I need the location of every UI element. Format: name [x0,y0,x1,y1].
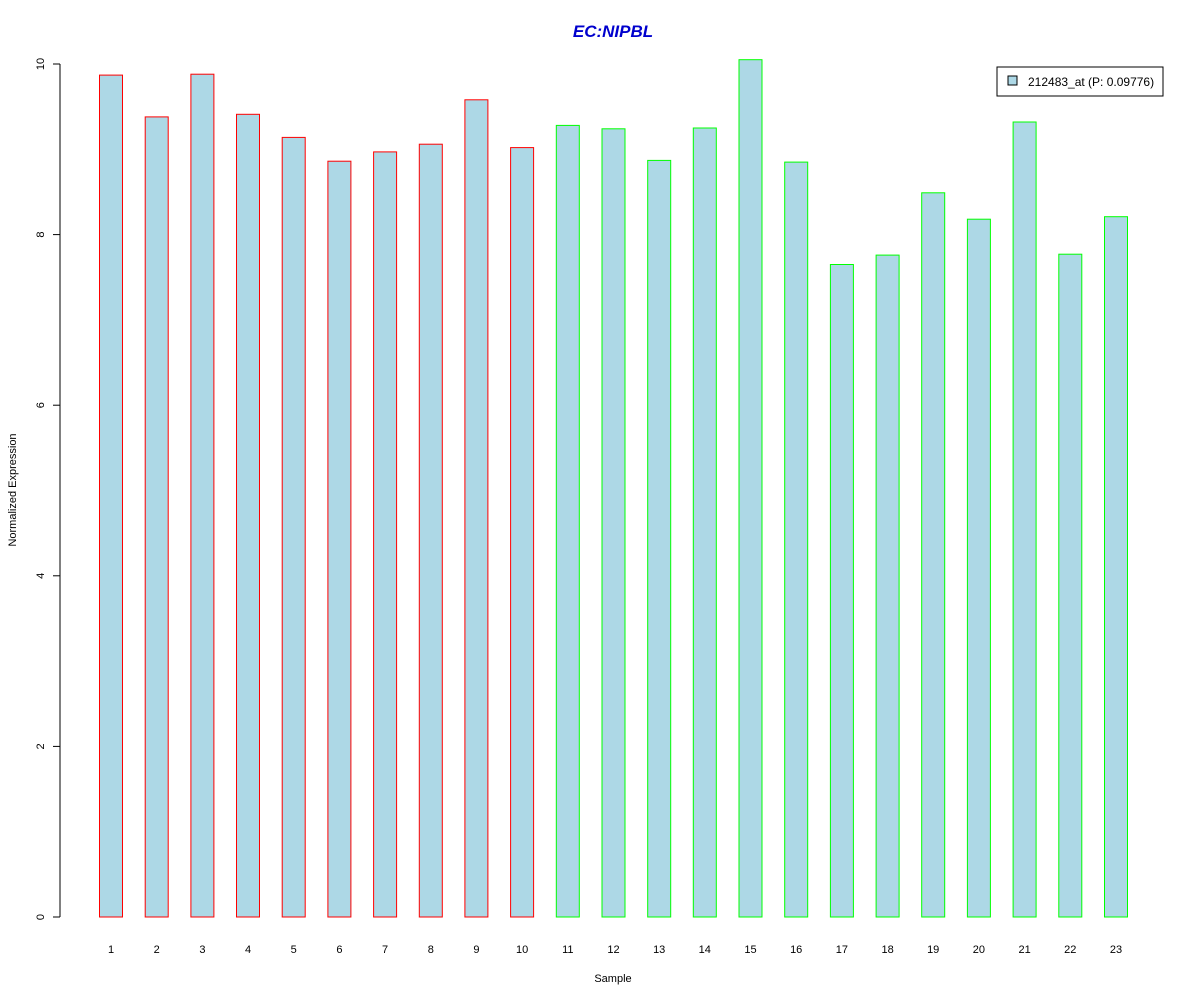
bars-group [99,59,1128,918]
x-tick-label: 20 [973,944,985,956]
bar-sample-8 [418,143,443,918]
chart-title: EC:NIPBL [573,22,653,41]
legend-entry: 212483_at (P: 0.09776) [1028,75,1154,89]
x-tick-label: 10 [516,944,528,956]
x-tick-label: 21 [1018,944,1030,956]
bar-sample-5 [281,136,306,918]
y-tick-label: 4 [35,573,47,579]
x-tick-label: 13 [653,944,665,956]
x-tick-label: 16 [790,944,802,956]
bar-sample-9 [464,99,489,918]
x-tick-label: 8 [428,944,434,956]
bar-sample-6 [327,160,352,918]
y-axis-label: Normalized Expression [7,433,19,546]
x-tick-label: 9 [473,944,479,956]
bar-sample-14 [692,127,717,918]
x-axis-label: Sample [594,973,631,985]
x-tick-label: 11 [562,944,573,956]
bar-sample-18 [875,254,900,918]
bar-sample-11 [555,124,580,918]
x-tick-label: 7 [382,944,388,956]
bar-sample-15 [738,59,763,918]
x-tick-label: 22 [1064,944,1076,956]
y-tick-label: 6 [35,402,47,408]
x-tick-label: 5 [291,944,297,956]
x-tick-label: 19 [927,944,939,956]
x-tick-label: 3 [199,944,205,956]
bar-sample-4 [236,113,260,918]
bar-sample-19 [921,192,946,918]
x-tick-label: 17 [836,944,848,956]
bar-sample-20 [966,218,991,918]
bar-sample-10 [510,147,535,918]
bar-sample-13 [647,159,672,918]
legend-box [996,66,1164,97]
bar-sample-22 [1058,253,1083,918]
bar-sample-3 [190,73,215,918]
x-tick-labels: 1 2 3 4 5 6 7 8 9 10 11 12 13 14 15 16 17 18 19 20 21 22 23 [108,944,1122,956]
x-tick-label: 6 [336,944,342,956]
x-tick-label: 4 [245,944,251,956]
y-tick-label: 0 [35,914,47,920]
x-tick-label: 1 [108,944,114,956]
y-tick-label: 2 [35,743,47,749]
y-axis: 0 2 4 6 8 10 [35,58,61,920]
x-tick-label: 2 [154,944,160,956]
bar-sample-21 [1012,121,1037,918]
bar-sample-17 [829,264,854,918]
y-tick-label: 8 [35,232,47,238]
bar-sample-12 [601,128,626,918]
bar-sample-16 [784,161,809,918]
legend: 212483_at (P: 0.09776) [996,66,1164,97]
bar-sample-1 [99,74,123,918]
bar-sample-7 [373,151,398,918]
bar-sample-2 [144,116,169,918]
x-tick-label: 14 [699,944,711,956]
bar-sample-23 [1104,216,1128,918]
x-tick-label: 18 [881,944,893,956]
x-tick-label: 12 [607,944,619,956]
y-tick-label: 10 [35,58,47,70]
x-tick-label: 23 [1110,944,1122,956]
x-tick-label: 15 [744,944,756,956]
legend-swatch [1007,75,1018,86]
